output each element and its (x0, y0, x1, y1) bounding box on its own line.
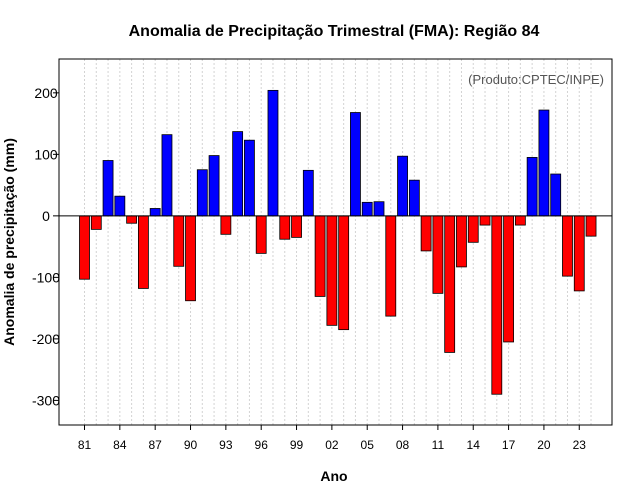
bar-1990 (185, 215, 196, 302)
bars (79, 89, 597, 395)
bar-2019 (526, 157, 538, 217)
credit-annotation: (Produto:CPTEC/INPE) (468, 72, 604, 87)
bar-2024 (585, 215, 597, 237)
plot-frame (58, 58, 613, 426)
bar-1992 (208, 155, 220, 217)
bar-2001 (314, 215, 326, 297)
bar-1993 (220, 215, 232, 235)
x-tick-label: 02 (325, 438, 339, 452)
bar-2007 (385, 215, 397, 317)
y-tick-label: -100 (32, 269, 60, 285)
bar-1988 (161, 134, 173, 217)
bar-1989 (173, 215, 185, 267)
bar-2016 (491, 215, 503, 395)
bar-1987 (149, 208, 161, 217)
x-tick-label: 23 (573, 438, 587, 452)
y-tick-label: 0 (42, 208, 50, 224)
bar-2021 (550, 173, 562, 217)
bar-2022 (562, 215, 573, 277)
grid-lines (84, 59, 592, 425)
x-tick-label: 87 (149, 438, 163, 452)
x-tick-label: 17 (502, 438, 516, 452)
bar-2009 (408, 179, 420, 217)
bar-2013 (456, 215, 467, 268)
bar-1981 (79, 215, 90, 280)
y-tick-label: -200 (32, 331, 60, 347)
bar-2017 (503, 215, 514, 343)
bar-2004 (350, 112, 361, 217)
x-tick-label: 05 (361, 438, 375, 452)
x-tick-label: 08 (396, 438, 410, 452)
bar-2015 (479, 215, 491, 226)
x-tick-label: 96 (255, 438, 269, 452)
y-tick-label: 100 (34, 146, 58, 162)
x-tick-label: 14 (467, 438, 481, 452)
bar-1998 (279, 215, 291, 240)
x-tick-label: 20 (537, 438, 551, 452)
bar-1986 (137, 215, 149, 289)
bar-1994 (232, 131, 244, 217)
bar-2020 (538, 109, 550, 217)
bar-2008 (397, 155, 408, 217)
bar-2002 (326, 215, 338, 326)
x-tick-label: 99 (290, 438, 304, 452)
y-tick-label: 200 (34, 85, 58, 101)
x-tick-label: 93 (219, 438, 233, 452)
x-tick-label: 84 (113, 438, 127, 452)
bar-2023 (573, 215, 585, 292)
y-tick-label: -300 (32, 392, 60, 408)
chart-title: Anomalia de Precipitação Trimestral (FMA… (129, 23, 540, 40)
y-axis: 200 100 0 -100 -200 -300 (32, 85, 60, 409)
x-tick-label: 90 (184, 438, 198, 452)
bar-2003 (338, 215, 350, 331)
bar-1983 (102, 160, 114, 217)
x-tick-label: 11 (432, 438, 445, 452)
x-axis: 81 84 87 90 93 96 99 02 05 08 11 14 17 20 23 (78, 425, 586, 452)
bar-2012 (444, 215, 456, 353)
bar-2014 (467, 215, 479, 243)
y-axis-label: Anomalia de precipitação (mm) (1, 138, 17, 346)
bar-1999 (291, 215, 302, 238)
bar-2006 (373, 201, 385, 217)
bar-1984 (114, 195, 126, 217)
bar-2011 (432, 215, 444, 294)
x-axis-label: Ano (320, 468, 347, 484)
bar-1997 (267, 89, 279, 217)
bar-2010 (420, 215, 432, 252)
bar-1996 (255, 215, 267, 254)
bar-1995 (244, 139, 255, 217)
bar-1982 (90, 215, 102, 230)
bar-2005 (361, 201, 373, 217)
bar-1991 (196, 169, 208, 217)
x-tick-label: 81 (78, 438, 92, 452)
bar-1985 (126, 215, 138, 224)
bar-2018 (514, 215, 526, 226)
bar-2000 (302, 169, 314, 217)
